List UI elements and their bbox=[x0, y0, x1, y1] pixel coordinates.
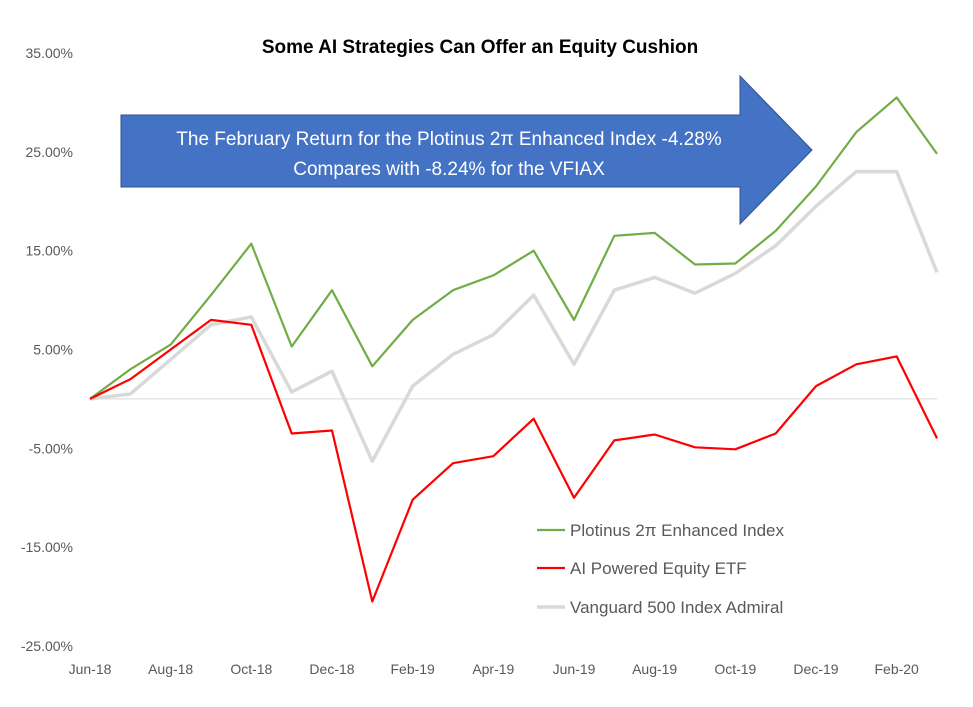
x-tick-label: Dec-19 bbox=[793, 661, 838, 677]
x-tick-label: Jun-19 bbox=[553, 661, 596, 677]
series-line-vanguard-500 bbox=[89, 169, 939, 463]
series-lines bbox=[89, 96, 939, 603]
x-tick-label: Feb-20 bbox=[874, 661, 919, 677]
annotation-banner: The February Return for the Plotinus 2π … bbox=[120, 74, 813, 226]
series-line-plotinus bbox=[89, 96, 938, 400]
x-tick-label: Oct-19 bbox=[714, 661, 756, 677]
y-tick-label: 5.00% bbox=[33, 342, 73, 358]
y-tick-label: -5.00% bbox=[29, 440, 73, 456]
x-tick-label: Oct-18 bbox=[230, 661, 272, 677]
y-tick-label: 15.00% bbox=[26, 243, 73, 259]
series-line-ai-powered-etf bbox=[89, 318, 938, 603]
x-tick-label: Feb-19 bbox=[390, 661, 435, 677]
annotation-line-2: Compares with -8.24% for the VFIAX bbox=[293, 159, 605, 180]
legend-label: Plotinus 2π Enhanced Index bbox=[570, 521, 784, 540]
y-tick-label: -15.00% bbox=[21, 539, 73, 555]
x-tick-label: Apr-19 bbox=[472, 661, 514, 677]
annotation-arrow bbox=[120, 74, 813, 226]
annotation-line-1: The February Return for the Plotinus 2π … bbox=[176, 129, 722, 150]
chart-title: Some AI Strategies Can Offer an Equity C… bbox=[262, 37, 698, 58]
x-tick-label: Jun-18 bbox=[69, 661, 112, 677]
x-axis-tick-labels: Jun-18 Aug-18 Oct-18 Dec-18 Feb-19 Apr-19 Jun-… bbox=[69, 661, 919, 677]
y-tick-label: -25.00% bbox=[21, 638, 73, 654]
legend-label: Vanguard 500 Index Admiral bbox=[570, 598, 783, 617]
y-tick-label: 35.00% bbox=[26, 45, 73, 61]
y-axis-tick-labels: 35.00% 25.00% 15.00% 5.00% -5.00% -15.00% -25.… bbox=[21, 45, 73, 654]
x-tick-label: Dec-18 bbox=[309, 661, 354, 677]
x-tick-label: Aug-18 bbox=[148, 661, 193, 677]
legend-label: AI Powered Equity ETF bbox=[570, 559, 747, 578]
x-tick-label: Aug-19 bbox=[632, 661, 677, 677]
legend: Plotinus 2π Enhanced Index AI Powered Equ… bbox=[537, 521, 784, 617]
y-tick-label: 25.00% bbox=[26, 144, 73, 160]
